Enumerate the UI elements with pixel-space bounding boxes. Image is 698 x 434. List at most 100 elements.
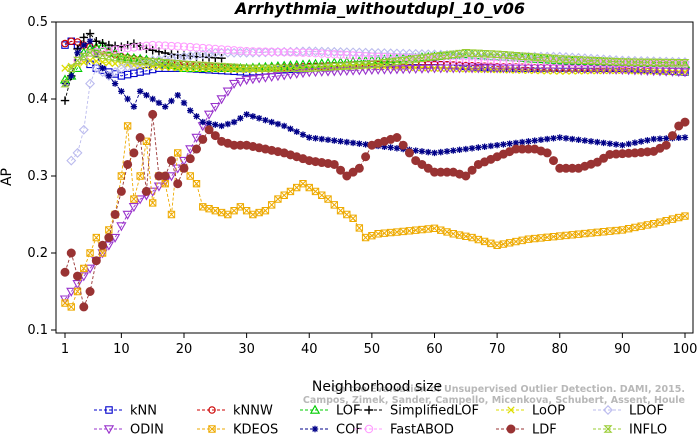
data-point-kdeos [123, 122, 132, 130]
data-point-loop [86, 56, 94, 65]
data-point-inflo [116, 54, 126, 63]
y-axis-label: AP [0, 168, 15, 186]
data-point-cof [143, 91, 150, 99]
data-point-inflo [191, 61, 202, 69]
data-point-odin [128, 203, 140, 213]
data-point-kdeos [286, 187, 295, 196]
data-point-inflo [423, 53, 433, 62]
data-point-ldf [204, 125, 214, 135]
legend-label: KDEOS [233, 423, 278, 434]
data-point-lof [109, 47, 121, 57]
data-point-ldf [329, 159, 339, 169]
x-tick-label: 30 [238, 342, 255, 357]
data-point-inflo [586, 56, 596, 65]
data-point-cof [324, 136, 332, 144]
data-point-loop [487, 65, 495, 74]
data-point-inflo [461, 49, 471, 57]
data-point-kdeos [211, 206, 220, 215]
data-point-cof [318, 135, 325, 143]
data-point-inflo [442, 51, 452, 59]
data-point-loop [105, 59, 113, 67]
data-point-odin [341, 66, 352, 76]
data-point-fastabod [179, 42, 189, 51]
data-point-cof [462, 145, 470, 153]
data-point-fastabod [355, 51, 364, 61]
data-point-odin [479, 64, 490, 74]
data-point-inflo [79, 52, 89, 61]
data-point-inflo [310, 64, 321, 72]
data-point-kdeos [236, 203, 245, 211]
data-point-lof [573, 55, 584, 65]
data-point-kdeos [399, 227, 407, 236]
data-point-fastabod [348, 51, 358, 60]
data-point-simplifiedlof [217, 53, 226, 63]
data-point-odin [116, 222, 127, 232]
data-point-simplifiedlof [98, 38, 107, 48]
data-point-fastabod [643, 59, 652, 69]
data-point-inflo [223, 63, 233, 71]
data-point-kdeos [493, 241, 501, 249]
data-point-kdeos [549, 232, 558, 241]
data-point-cof [587, 138, 595, 145]
data-point-cof [431, 149, 438, 157]
data-point-inflo [611, 57, 621, 66]
data-point-kdeos [205, 205, 213, 213]
data-point-inflo [392, 57, 402, 66]
data-point-kdeos [618, 226, 627, 234]
data-point-kdeos [67, 303, 75, 311]
legend-item-ldf: LDF [496, 423, 557, 434]
data-point-cof [224, 120, 232, 128]
data-point-inflo [367, 60, 377, 69]
data-point-ldof [448, 50, 459, 61]
data-point-cof [86, 38, 94, 45]
data-point-lof [91, 41, 102, 51]
data-point-fastabod [636, 59, 646, 69]
data-point-kdeos [643, 221, 652, 229]
data-point-odin [360, 66, 371, 76]
data-point-cof [606, 140, 614, 147]
data-point-inflo [198, 61, 208, 70]
data-point-odin [260, 73, 271, 83]
data-point-ldof [91, 63, 102, 74]
data-point-fastabod [668, 59, 677, 69]
data-point-cof [562, 135, 570, 142]
data-point-odin [203, 110, 215, 120]
data-point-kdeos [374, 230, 382, 238]
data-point-fastabod [104, 46, 114, 55]
data-point-odin [548, 64, 559, 74]
data-point-inflo [373, 59, 383, 68]
data-point-inflo [260, 64, 270, 72]
data-point-fastabod [499, 56, 508, 65]
data-point-inflo [605, 57, 615, 66]
legend-item-kdeos: KDEOS [197, 423, 278, 434]
data-point-ldf [198, 134, 208, 144]
data-point-odin [573, 64, 584, 74]
data-point-odin [385, 65, 396, 75]
data-point-odin [210, 102, 221, 113]
data-point-ldof [78, 124, 89, 135]
data-point-inflo [60, 79, 70, 88]
legend-item-inflo: INFLO [593, 423, 667, 434]
data-point-kdeos [574, 230, 583, 238]
data-point-kdeos [568, 231, 576, 239]
legend-label: LDOF [629, 404, 664, 419]
data-point-fastabod [311, 48, 320, 58]
data-point-odin [429, 64, 440, 74]
data-point-ldf [354, 163, 364, 173]
data-point-ldf [667, 131, 677, 141]
data-point-kdeos [324, 195, 332, 203]
data-point-cof [299, 131, 307, 138]
data-point-kdeos [612, 226, 620, 235]
data-point-simplifiedlof [161, 48, 170, 58]
data-point-kdeos [336, 206, 345, 215]
data-point-inflo [630, 58, 640, 66]
data-point-odin [310, 68, 321, 78]
data-point-cof [343, 138, 351, 146]
legend-label: LoOP [532, 404, 565, 419]
series-kdeos [61, 122, 689, 311]
data-point-kdeos [148, 199, 157, 207]
data-point-inflo [480, 49, 490, 58]
data-point-fastabod [317, 49, 326, 58]
data-point-cof [644, 137, 651, 144]
data-point-odin [228, 79, 240, 89]
